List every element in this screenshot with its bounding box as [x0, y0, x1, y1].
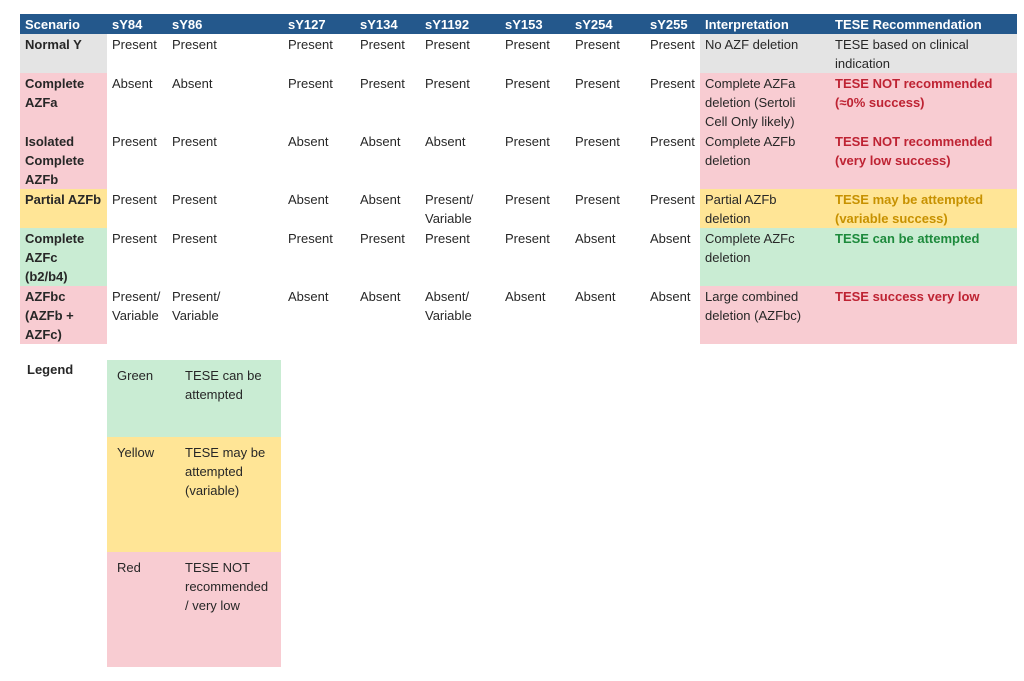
- marker-cell: Present: [505, 134, 550, 149]
- marker-cell: Present: [505, 192, 550, 207]
- scenario-cell: AZFbc (AZFb + AZFc): [20, 286, 107, 344]
- marker-cell: Present: [112, 231, 157, 246]
- interpretation-cell: Partial AZFb deletion: [700, 189, 830, 228]
- column-header-sy153: sY153: [500, 14, 570, 34]
- marker-cell: Present: [505, 76, 550, 91]
- marker-cell: Present: [112, 134, 157, 149]
- legend: Green TESE can be attempted Yellow TESE …: [107, 360, 281, 667]
- marker-cell: Present/ Variable: [112, 289, 161, 323]
- table-row-azfbc: AZFbc (AZFb + AZFc) Present/ Variable Pr…: [20, 286, 1017, 344]
- marker-cell: Present: [288, 231, 333, 246]
- marker-cell: Absent: [575, 289, 616, 304]
- marker-cell: Present: [172, 231, 217, 246]
- column-header-sy134: sY134: [355, 14, 420, 34]
- column-header-sy86: sY86: [167, 14, 283, 34]
- legend-color-name: Green: [117, 368, 154, 383]
- column-header-sy127: sY127: [283, 14, 355, 34]
- table-row-complete-azfa: Complete AZFa Absent Absent Present Pres…: [20, 73, 1017, 131]
- marker-cell: Absent: [650, 289, 691, 304]
- marker-cell: Present: [172, 37, 217, 52]
- marker-cell: Present/ Variable: [425, 192, 474, 226]
- marker-cell: Absent: [650, 231, 691, 246]
- marker-cell: Present: [172, 134, 217, 149]
- marker-cell: Present: [288, 76, 333, 91]
- scenario-cell: Normal Y: [20, 34, 107, 73]
- marker-cell: Present: [575, 134, 620, 149]
- marker-cell: Absent: [360, 289, 401, 304]
- interpretation-cell: Complete AZFb deletion: [700, 131, 830, 189]
- marker-cell: Present: [360, 37, 405, 52]
- scenario-cell: Complete AZFc (b2/b4): [20, 228, 107, 286]
- marker-cell: Present: [505, 37, 550, 52]
- marker-cell: Absent: [172, 76, 213, 91]
- column-header-sy254: sY254: [570, 14, 645, 34]
- marker-cell: Present: [112, 192, 157, 207]
- marker-cell: Present: [650, 134, 695, 149]
- recommendation-cell: TESE based on clinical indication: [830, 34, 1017, 73]
- legend-description: TESE NOT recommended / very low: [185, 560, 269, 613]
- table-row-partial-azfb: Partial AZFb Present Present Absent Abse…: [20, 189, 1017, 228]
- recommendation-cell: TESE success very low: [830, 286, 1017, 344]
- marker-cell: Absent: [505, 289, 546, 304]
- marker-cell: Present: [360, 76, 405, 91]
- marker-cell: Absent: [288, 134, 329, 149]
- interpretation-cell: Large combined deletion (AZFbc): [700, 286, 830, 344]
- scenario-cell: Complete AZFa: [20, 73, 107, 131]
- table-header-row: Scenario sY84 sY86 sY127 sY134 sY1192 sY…: [20, 14, 1017, 34]
- column-header-sy255: sY255: [645, 14, 700, 34]
- interpretation-cell: No AZF deletion: [700, 34, 830, 73]
- column-header-interpretation: Interpretation: [700, 14, 830, 34]
- marker-cell: Present: [650, 192, 695, 207]
- legend-color-name: Red: [117, 560, 141, 575]
- table-row-isolated-complete-azfb: Isolated Complete AZFb Present Present A…: [20, 131, 1017, 189]
- interpretation-cell: Complete AZFc deletion: [700, 228, 830, 286]
- recommendation-cell: TESE may be attempted (variable success): [830, 189, 1017, 228]
- scenario-cell: Isolated Complete AZFb: [20, 131, 107, 189]
- column-header-tese-recommendation: TESE Recommendation: [830, 14, 1017, 34]
- legend-item-yellow: Yellow TESE may be attempted (variable): [107, 437, 281, 552]
- marker-cell: Absent: [360, 192, 401, 207]
- azf-deletion-table: Scenario sY84 sY86 sY127 sY134 sY1192 sY…: [20, 14, 1017, 344]
- legend-color-name: Yellow: [117, 445, 155, 460]
- column-header-sy84: sY84: [107, 14, 167, 34]
- recommendation-cell: TESE can be attempted: [830, 228, 1017, 286]
- marker-cell: Absent/ Variable: [425, 289, 472, 323]
- marker-cell: Absent: [112, 76, 153, 91]
- marker-cell: Present: [425, 76, 470, 91]
- marker-cell: Present: [425, 37, 470, 52]
- marker-cell: Present: [650, 37, 695, 52]
- table-row-normal-y: Normal Y Present Present Present Present…: [20, 34, 1017, 73]
- marker-cell: Present: [112, 37, 157, 52]
- marker-cell: Absent: [575, 231, 616, 246]
- marker-cell: Present: [172, 192, 217, 207]
- legend-item-red: Red TESE NOT recommended / very low: [107, 552, 281, 667]
- marker-cell: Present: [575, 192, 620, 207]
- table-row-complete-azfc: Complete AZFc (b2/b4) Present Present Pr…: [20, 228, 1017, 286]
- legend-item-green: Green TESE can be attempted: [107, 360, 281, 437]
- legend-description: TESE may be attempted (variable): [185, 445, 266, 498]
- marker-cell: Present: [360, 231, 405, 246]
- column-header-sy1192: sY1192: [420, 14, 500, 34]
- recommendation-cell: TESE NOT recommended (very low success): [830, 131, 1017, 189]
- marker-cell: Present: [288, 37, 333, 52]
- marker-cell: Absent: [288, 289, 329, 304]
- marker-cell: Present/ Variable: [172, 289, 221, 323]
- scenario-cell: Partial AZFb: [20, 189, 107, 228]
- marker-cell: Absent: [288, 192, 329, 207]
- legend-title: Legend: [27, 362, 74, 377]
- marker-cell: Present: [575, 76, 620, 91]
- marker-cell: Absent: [425, 134, 466, 149]
- recommendation-cell: TESE NOT recommended (≈0% success): [830, 73, 1017, 131]
- marker-cell: Absent: [360, 134, 401, 149]
- marker-cell: Present: [505, 231, 550, 246]
- marker-cell: Present: [650, 76, 695, 91]
- interpretation-cell: Complete AZFa deletion (Sertoli Cell Onl…: [700, 73, 830, 131]
- marker-cell: Present: [425, 231, 470, 246]
- marker-cell: Present: [575, 37, 620, 52]
- column-header-scenario: Scenario: [20, 14, 107, 34]
- legend-description: TESE can be attempted: [185, 368, 262, 402]
